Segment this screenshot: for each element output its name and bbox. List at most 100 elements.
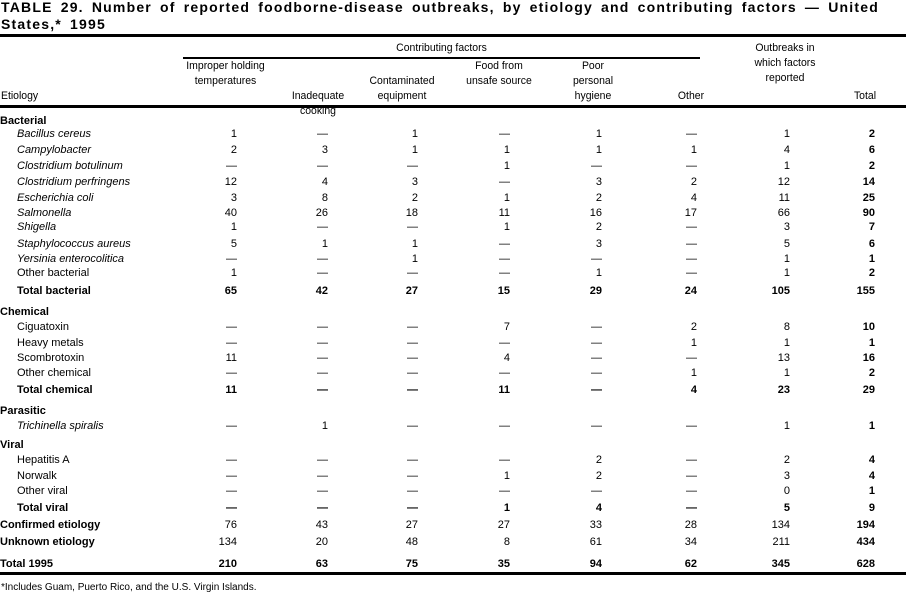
cell-col-0: 1 bbox=[230, 267, 237, 279]
cell-col-5: 1 bbox=[690, 337, 697, 349]
table-row: Total bacterial 65 42 27 15 29 24 105 155 bbox=[0, 284, 906, 299]
cell-col-4: 1 bbox=[595, 267, 602, 279]
cell-col-7: 16 bbox=[862, 352, 875, 364]
cell-col-4: — bbox=[591, 160, 602, 172]
cell-col-7: 1 bbox=[868, 337, 875, 349]
cell-col-6: 23 bbox=[777, 384, 790, 396]
row-label: Unknown etiology bbox=[0, 536, 95, 548]
cell-col-6: 134 bbox=[771, 519, 790, 531]
group-header-row: Bacterial bbox=[0, 114, 906, 129]
table-row: Total 1995 210 63 75 35 94 62 345 628 bbox=[0, 557, 906, 572]
cell-col-6: 12 bbox=[777, 176, 790, 188]
table-row: Staphylococcus aureus 5 1 1 — 3 — 5 6 bbox=[0, 237, 906, 252]
cell-col-3: 35 bbox=[497, 558, 510, 570]
group-header-row: Viral bbox=[0, 438, 906, 453]
cell-col-5: — bbox=[686, 485, 697, 497]
table-row: Scombrotoxin 11 — — 4 — — 13 16 bbox=[0, 351, 906, 366]
cell-col-5: — bbox=[686, 420, 697, 432]
row-label: Norwalk bbox=[17, 470, 57, 482]
header-etiology: Etiology bbox=[0, 90, 39, 102]
cell-col-1: — bbox=[317, 337, 328, 349]
table-row: Salmonella 40 26 18 11 16 17 66 90 bbox=[0, 206, 906, 221]
cell-col-7: 14 bbox=[862, 176, 875, 188]
cell-col-4: 4 bbox=[595, 502, 602, 514]
cell-col-2: 18 bbox=[405, 207, 418, 219]
cell-col-2: 3 bbox=[411, 176, 418, 188]
row-label: Campylobacter bbox=[17, 144, 91, 156]
cell-col-7: 2 bbox=[868, 267, 875, 279]
cell-col-5: 1 bbox=[690, 367, 697, 379]
cell-col-3: 11 bbox=[498, 384, 510, 396]
header-contaminated-equipment: Contaminated equipment bbox=[369, 75, 435, 102]
cell-col-2: 1 bbox=[411, 144, 418, 156]
row-label: Clostridium perfringens bbox=[17, 176, 131, 188]
cell-col-3: — bbox=[499, 367, 510, 379]
row-label: Other bacterial bbox=[17, 267, 90, 279]
cell-col-3: — bbox=[499, 454, 510, 466]
cell-col-1: 1 bbox=[321, 420, 328, 432]
cell-col-3: — bbox=[499, 128, 510, 140]
cell-col-1: — bbox=[317, 502, 328, 514]
cell-col-6: 211 bbox=[772, 536, 790, 548]
cell-col-6: 4 bbox=[783, 144, 790, 156]
cell-col-5: 4 bbox=[690, 384, 697, 396]
cell-col-0: 40 bbox=[224, 207, 237, 219]
cell-col-3: — bbox=[499, 337, 510, 349]
table-row: Total viral — — — 1 4 — 5 9 bbox=[0, 501, 906, 516]
cell-col-5: 34 bbox=[684, 536, 697, 548]
cell-col-0: — bbox=[226, 485, 237, 497]
table-row: Bacillus cereus 1 — 1 — 1 — 1 2 bbox=[0, 127, 906, 142]
cell-col-7: 1 bbox=[868, 420, 875, 432]
cell-col-6: 13 bbox=[777, 352, 790, 364]
table-row: Confirmed etiology 76 43 27 27 33 28 134 194 bbox=[0, 518, 906, 533]
row-label: Escherichia coli bbox=[17, 192, 94, 204]
row-label: Scombrotoxin bbox=[17, 352, 85, 364]
cell-col-1: 26 bbox=[315, 207, 328, 219]
cell-col-3: — bbox=[499, 176, 510, 188]
row-label: Other chemical bbox=[17, 367, 91, 379]
cell-col-0: 3 bbox=[230, 192, 237, 204]
footnote: *Includes Guam, Puerto Rico, and the U.S… bbox=[1, 582, 257, 593]
row-label: Shigella bbox=[17, 221, 57, 233]
row-label: Hepatitis A bbox=[17, 454, 70, 466]
header-poor-hygiene: Poor personal hygiene bbox=[572, 60, 614, 102]
cell-col-5: 28 bbox=[684, 519, 697, 531]
cell-col-0: — bbox=[226, 502, 237, 514]
cell-col-5: — bbox=[686, 253, 697, 265]
cell-col-6: 5 bbox=[783, 238, 790, 250]
cell-col-2: — bbox=[407, 485, 418, 497]
row-label: Total chemical bbox=[17, 384, 93, 396]
row-label: Viral bbox=[0, 439, 24, 451]
table-row: Norwalk — — — 1 2 — 3 4 bbox=[0, 469, 906, 484]
row-label: Trichinella spiralis bbox=[17, 420, 104, 432]
cell-col-6: 1 bbox=[783, 128, 790, 140]
row-label: Chemical bbox=[0, 306, 49, 318]
cell-col-3: 8 bbox=[503, 536, 510, 548]
cell-col-4: 94 bbox=[589, 558, 602, 570]
cell-col-1: 1 bbox=[321, 238, 328, 250]
cell-col-3: 1 bbox=[503, 160, 510, 172]
cell-col-2: 27 bbox=[405, 519, 418, 531]
row-label: Clostridium botulinum bbox=[17, 160, 123, 172]
cell-col-2: 75 bbox=[405, 558, 418, 570]
cell-col-3: 27 bbox=[497, 519, 510, 531]
cell-col-4: 2 bbox=[595, 454, 602, 466]
cell-col-1: 43 bbox=[315, 519, 328, 531]
cell-col-0: — bbox=[226, 321, 237, 333]
table-row: Other bacterial 1 — — — 1 — 1 2 bbox=[0, 266, 906, 281]
table-row: Shigella 1 — — 1 2 — 3 7 bbox=[0, 220, 906, 235]
cell-col-1: 4 bbox=[321, 176, 328, 188]
table-row: Campylobacter 2 3 1 1 1 1 4 6 bbox=[0, 143, 906, 158]
cell-col-2: — bbox=[407, 454, 418, 466]
cell-col-7: 2 bbox=[868, 128, 875, 140]
cell-col-5: — bbox=[686, 238, 697, 250]
cell-col-4: — bbox=[591, 367, 602, 379]
cell-col-0: 210 bbox=[218, 558, 237, 570]
cell-col-7: 90 bbox=[862, 207, 875, 219]
cell-col-2: 1 bbox=[411, 253, 418, 265]
cell-col-5: 1 bbox=[690, 144, 697, 156]
cell-col-6: 1 bbox=[783, 253, 790, 265]
cell-col-5: — bbox=[686, 502, 697, 514]
cell-col-7: 4 bbox=[868, 470, 875, 482]
cell-col-1: — bbox=[317, 321, 328, 333]
